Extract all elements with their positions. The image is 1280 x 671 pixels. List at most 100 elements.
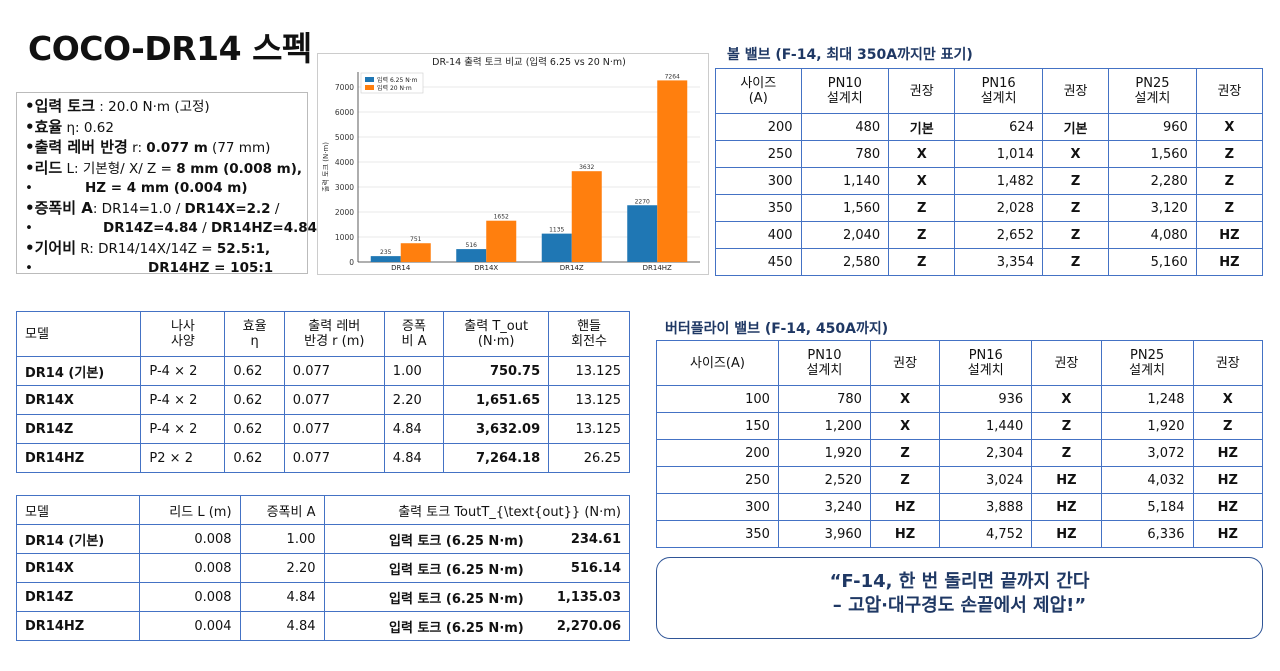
bar-DR14HZ-1 bbox=[657, 80, 688, 263]
table-cell: 1,560 bbox=[1108, 140, 1197, 168]
table-row: 200 1,920 Z 2,304 Z 3,072 HZ bbox=[656, 439, 1264, 467]
spec-text: r: bbox=[127, 140, 147, 156]
y-tick-label: 6000 bbox=[335, 108, 354, 117]
table-cell: 0.008 bbox=[138, 524, 241, 554]
table-cell: 입력 토크 (6.25 N·m) bbox=[323, 611, 526, 641]
legend-label: 입력 20 N·m bbox=[377, 84, 412, 92]
spec-text: η: 0.62 bbox=[62, 119, 114, 136]
table-cell: 3,120 bbox=[1108, 194, 1197, 222]
slogan-box: “F-14, 한 번 돌리면 끝까지 간다 – 고압·대구경도 손끝에서 제압!… bbox=[656, 557, 1263, 639]
spec-line: •효율 η: 0.62 bbox=[25, 118, 299, 139]
table-cell: Z bbox=[1041, 248, 1110, 276]
table-cell: 4.84 bbox=[383, 414, 445, 444]
spec-text: •입력 토크 bbox=[25, 97, 96, 115]
table-cell: HZ bbox=[869, 520, 941, 548]
header-cell: 증폭비 A bbox=[239, 495, 325, 525]
table-cell: 960 bbox=[1108, 113, 1197, 141]
header-cell-text: PN25 bbox=[1135, 76, 1170, 91]
header-cell-text: 모델 bbox=[25, 326, 49, 342]
table-cell: Z bbox=[1031, 439, 1102, 467]
table-cell: 5,184 bbox=[1100, 493, 1194, 521]
table-cell: 3,240 bbox=[777, 493, 871, 521]
table-cell: 1,920 bbox=[1100, 412, 1194, 440]
table-cell: DR14X bbox=[15, 385, 142, 415]
header-cell-text: 설계치 bbox=[826, 91, 863, 106]
table-cell: 4.84 bbox=[239, 582, 325, 612]
header-cell-text: PN10 bbox=[807, 348, 842, 363]
bar-DR14Z-0 bbox=[541, 233, 572, 262]
table-cell: 250 bbox=[715, 140, 802, 168]
spec-text: •출력 레버 반경 bbox=[25, 138, 128, 156]
table-cell: 1,140 bbox=[800, 167, 890, 195]
ball-valve-title: 볼 밸브 (F-14, 최대 350A까지만 표기) bbox=[727, 47, 973, 63]
table-cell: 입력 토크 (6.25 N·m) bbox=[323, 553, 526, 583]
table-cell: 1,651.65 bbox=[443, 385, 550, 415]
table-cell: 1,200 bbox=[777, 412, 871, 440]
model-spec-table: 모델 나사 사양 효율 η 출력 레버 반경 r (m) 증폭 비 A 출력 T_out (N·m)… bbox=[15, 311, 630, 473]
table-cell: X bbox=[869, 385, 941, 413]
header-cell-text: 비 A bbox=[401, 334, 427, 349]
table-cell: 0.62 bbox=[224, 385, 285, 415]
table-cell: 7,264.18 bbox=[443, 443, 550, 473]
table-cell: 0.077 bbox=[283, 414, 385, 444]
table-cell: 0.004 bbox=[138, 611, 241, 641]
header-cell-text: PN25 bbox=[1130, 348, 1165, 363]
header-cell: PN10 설계치 bbox=[777, 340, 871, 386]
legend-box bbox=[360, 72, 424, 94]
table-cell: Z bbox=[869, 439, 941, 467]
table-cell: X bbox=[869, 412, 941, 440]
table-cell: 입력 토크 (6.25 N·m) bbox=[323, 582, 526, 612]
table-cell: DR14Z bbox=[16, 582, 140, 612]
header-cell: 권장 bbox=[869, 340, 941, 386]
header-cell-text: 권장 bbox=[893, 355, 918, 371]
table-cell: 400 bbox=[715, 221, 802, 249]
table-row: 200 480 기본 624 기본 960 X bbox=[715, 113, 1264, 141]
table-cell: X bbox=[1041, 140, 1110, 168]
header-cell-text: PN16 bbox=[981, 76, 1016, 91]
table-cell: 234.61 bbox=[525, 524, 630, 554]
table-cell: 0.008 bbox=[138, 582, 241, 612]
table-cell: 13.125 bbox=[548, 356, 630, 386]
table-cell: 2,580 bbox=[800, 248, 890, 276]
model-torque-table: 모델 리드 L (m) 증폭비 A 출력 토크 ToutT_{\text{out}} … bbox=[16, 495, 630, 641]
table-cell: 0.077 bbox=[283, 443, 385, 473]
bar-value-label: 7264 bbox=[665, 73, 680, 80]
table-cell: X bbox=[1192, 385, 1264, 413]
table-cell: HZ bbox=[1031, 520, 1102, 548]
page-title: COCO-DR14 스펙 bbox=[28, 29, 312, 68]
table-cell: 624 bbox=[954, 113, 1043, 141]
spec-text: •증폭비 A bbox=[25, 198, 93, 217]
table-cell: 250 bbox=[656, 466, 779, 494]
x-tick-label: DR14 bbox=[391, 264, 411, 272]
slogan-line-1: “F-14, 한 번 돌리면 끝까지 간다 bbox=[829, 571, 1090, 592]
table-cell: 2,280 bbox=[1108, 167, 1197, 195]
table-cell: 1.00 bbox=[383, 356, 445, 386]
table-cell: 3,072 bbox=[1100, 439, 1194, 467]
table-cell: 13.125 bbox=[548, 385, 630, 415]
bar-value-label: 751 bbox=[410, 236, 422, 243]
spec-text: •리드 bbox=[25, 158, 63, 177]
table-cell: 2,304 bbox=[939, 439, 1033, 467]
table-cell: 4,032 bbox=[1100, 466, 1194, 494]
header-cell: 효율 η bbox=[224, 311, 285, 357]
header-cell-text: 설계치 bbox=[806, 363, 843, 378]
table-cell: 200 bbox=[656, 439, 779, 467]
spec-text: • bbox=[25, 260, 33, 276]
table-cell: Z bbox=[1041, 194, 1110, 222]
header-cell-text: 사이즈 bbox=[740, 76, 777, 91]
table-cell: HZ bbox=[1031, 466, 1102, 494]
spec-text: 8 mm (0.008 m), bbox=[176, 160, 303, 177]
table-cell: 480 bbox=[800, 113, 890, 141]
spec-text: : 20.0 N·m (고정) bbox=[95, 99, 210, 115]
table-cell: HZ bbox=[1192, 520, 1264, 548]
slogan-line-2: – 고압·대구경도 손끝에서 제압!” bbox=[832, 595, 1087, 616]
table-cell: 936 bbox=[939, 385, 1033, 413]
y-tick-label: 5000 bbox=[335, 133, 354, 142]
spec-box: •입력 토크 : 20.0 N·m (고정) •효율 η: 0.62 •출력 레버 … bbox=[16, 92, 317, 276]
spec-text: • bbox=[25, 220, 33, 236]
y-tick-label: 3000 bbox=[335, 183, 354, 192]
header-cell-text: 권장 bbox=[1215, 355, 1240, 371]
spec-text: HZ = 4 mm (0.004 m) bbox=[85, 180, 248, 196]
header-cell-text: (N·m) bbox=[477, 334, 515, 349]
table-cell: DR14HZ bbox=[15, 443, 142, 473]
